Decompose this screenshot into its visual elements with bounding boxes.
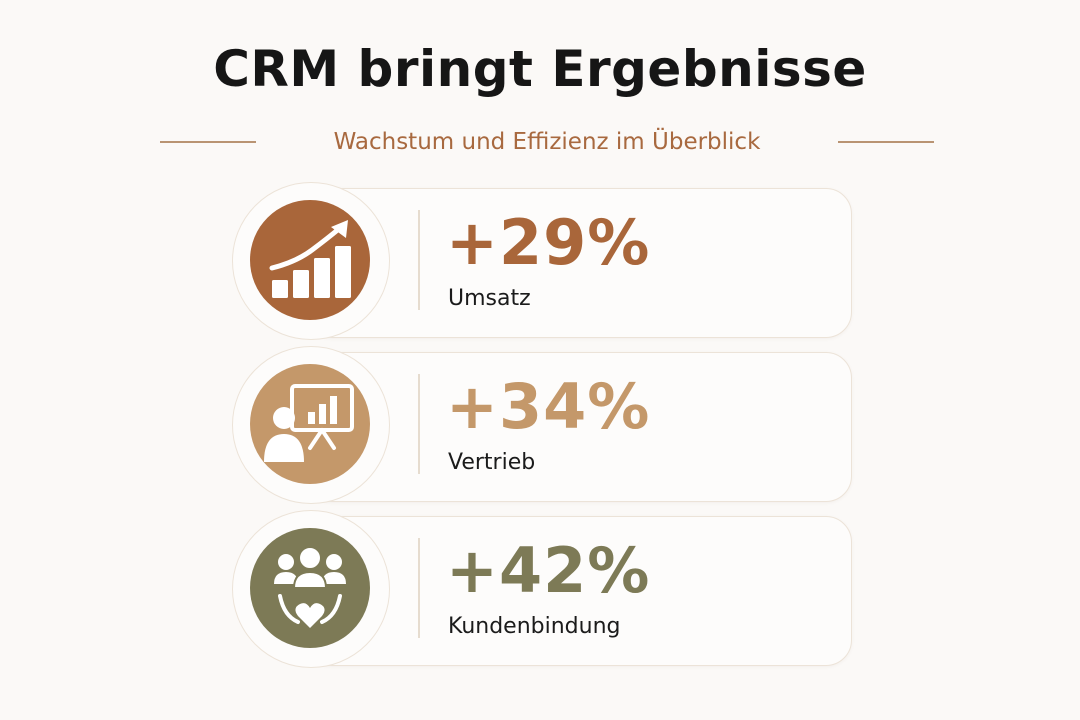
metric-card-panel (306, 352, 852, 502)
icon-badge (250, 364, 370, 484)
presentation-icon (264, 384, 354, 462)
subtitle-rule-right (838, 141, 934, 143)
icon-badge (250, 200, 370, 320)
card-divider (418, 538, 420, 638)
customer-loyalty-icon (274, 546, 346, 628)
subtitle-rule-left (160, 141, 256, 143)
metric-label: Vertrieb (448, 450, 536, 475)
metric-card-panel (306, 188, 852, 338)
page-subtitle: Wachstum und Effizienz im Überblick (333, 129, 761, 155)
metric-value: +42% (446, 534, 651, 607)
metric-value: +29% (446, 206, 651, 279)
metric-card-retention: +42% Kundenbindung (232, 510, 852, 668)
metric-card-panel (306, 516, 852, 666)
icon-badge (250, 528, 370, 648)
metric-value: +34% (446, 370, 651, 443)
card-divider (418, 210, 420, 310)
card-divider (418, 374, 420, 474)
growth-chart-icon (269, 220, 351, 298)
subtitle-row: Wachstum und Effizienz im Überblick (160, 122, 934, 162)
page-title: CRM bringt Ergebnisse (213, 40, 867, 98)
metric-label: Kundenbindung (448, 614, 621, 639)
metric-card-revenue: +29% Umsatz (232, 182, 852, 340)
metric-label: Umsatz (448, 286, 531, 311)
metric-card-sales: +34% Vertrieb (232, 346, 852, 504)
